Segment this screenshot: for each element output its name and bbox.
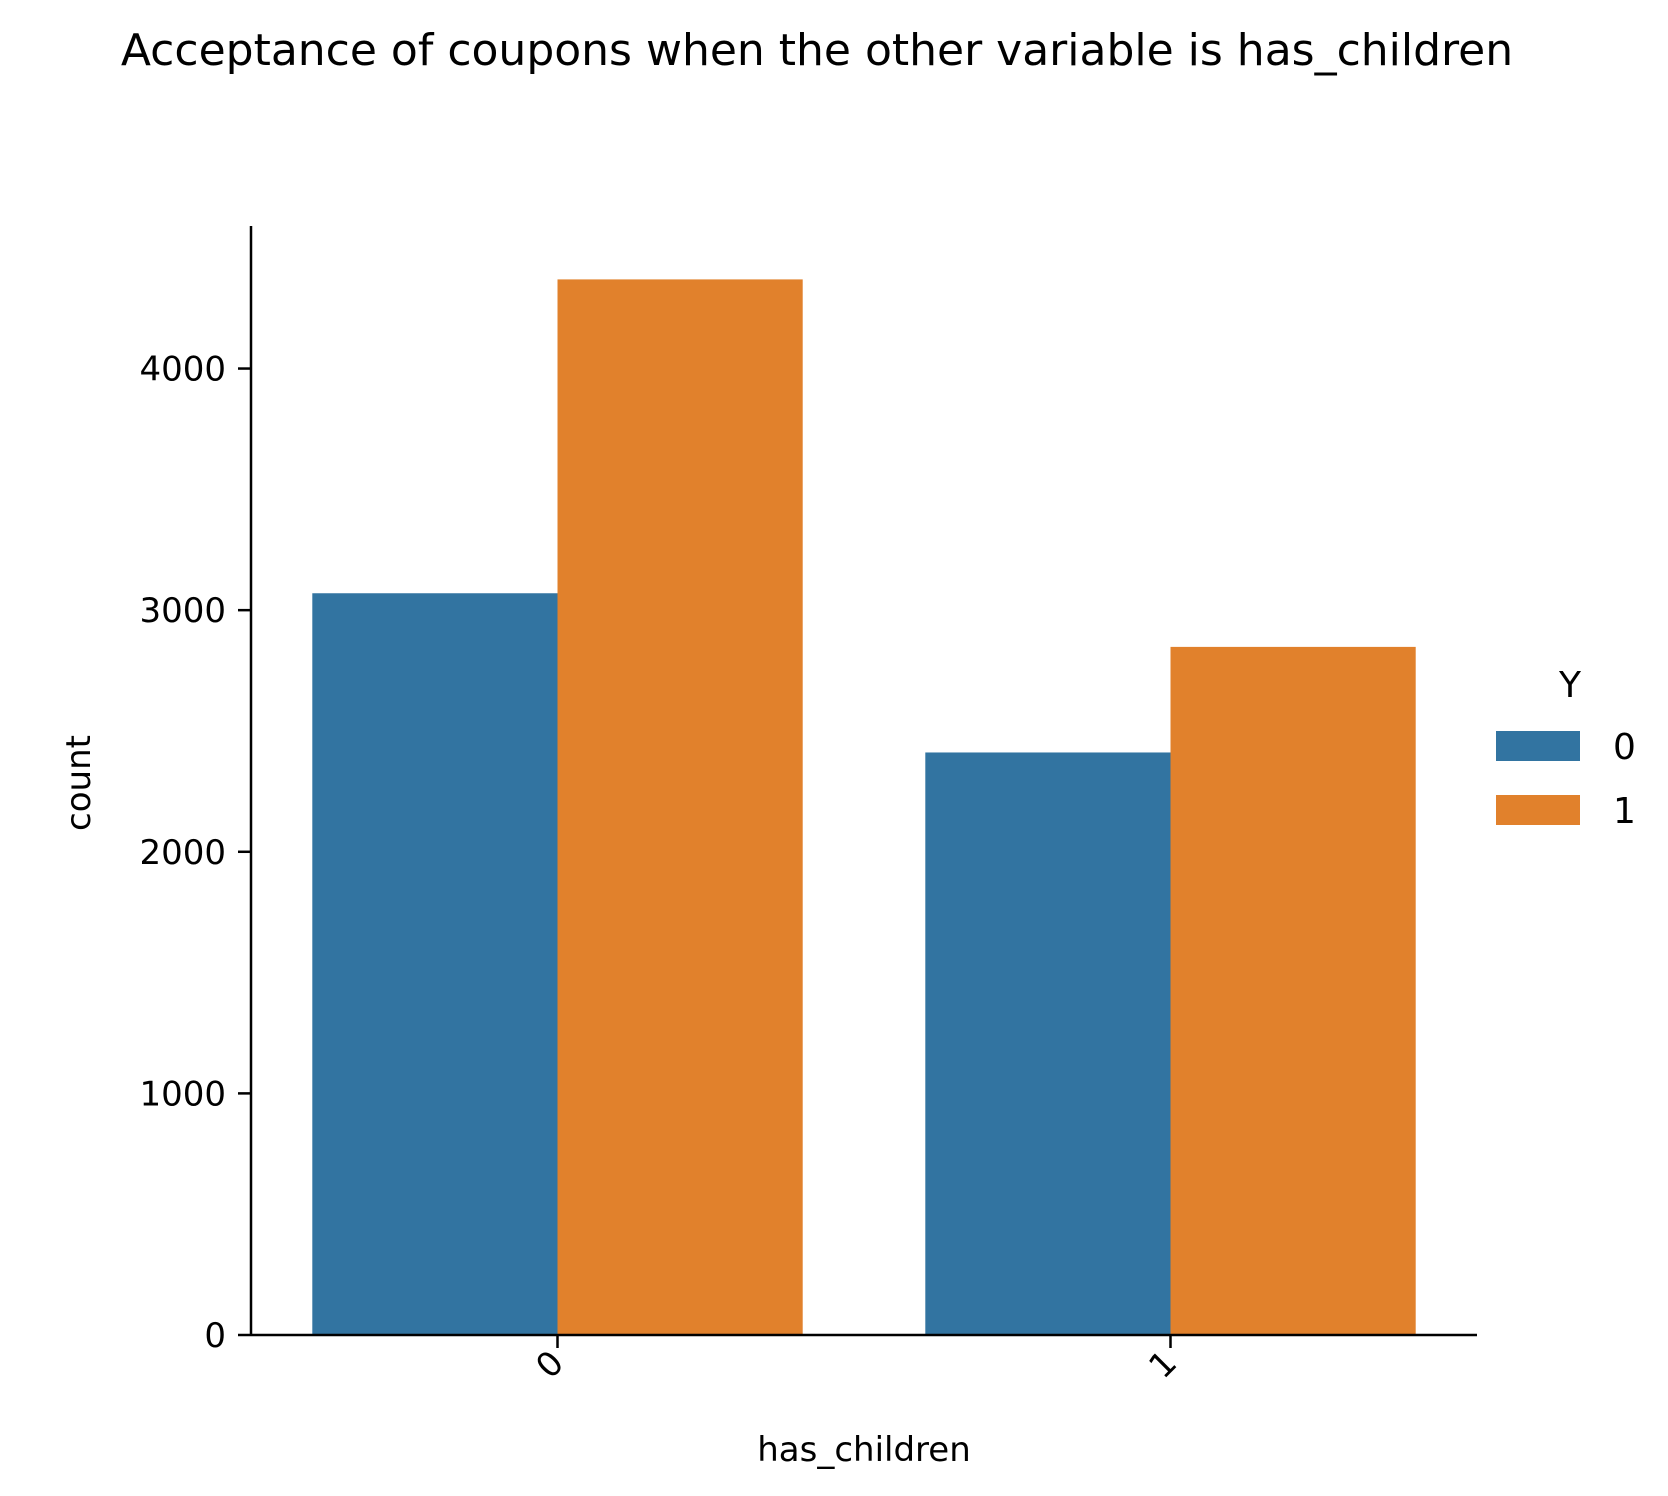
chart-title: Acceptance of coupons when the other var…	[121, 25, 1513, 76]
legend-swatch-0	[1496, 731, 1580, 761]
legend-entries: 01	[1496, 727, 1636, 832]
y-tick-label: 2000	[139, 833, 226, 873]
x-axis-label: has_children	[757, 1430, 971, 1470]
y-tick-label: 3000	[139, 591, 226, 631]
legend-label-1: 1	[1613, 791, 1636, 832]
legend-swatch-1	[1496, 795, 1580, 825]
x-tick-label: 0	[528, 1343, 572, 1387]
legend-label-0: 0	[1613, 727, 1636, 768]
bar-1-series-1	[1170, 646, 1416, 1335]
y-tick-label: 0	[204, 1316, 226, 1356]
bars-group	[312, 279, 1416, 1335]
legend: Y 01	[1496, 665, 1636, 832]
legend-title: Y	[1558, 665, 1582, 706]
bar-0-series-1	[557, 279, 803, 1335]
x-tick-label: 1	[1141, 1343, 1185, 1387]
bar-0-series-0	[312, 593, 558, 1335]
y-axis-label: count	[59, 735, 99, 831]
bar-1-series-0	[925, 752, 1171, 1335]
y-tick-label: 1000	[139, 1074, 226, 1114]
y-ticks-group: 0 1000 2000 3000 4000	[139, 350, 251, 1356]
y-tick-label: 4000	[139, 350, 226, 390]
